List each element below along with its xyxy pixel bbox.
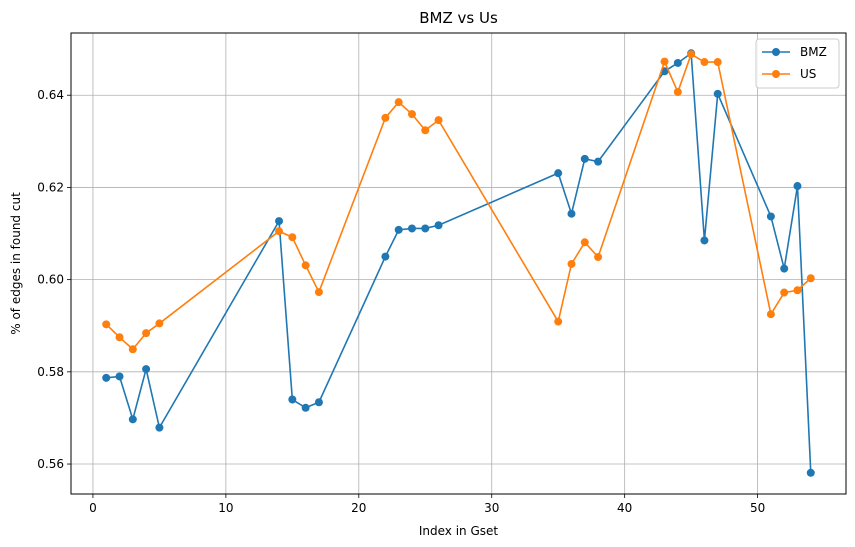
data-point-bmz [394,225,403,234]
data-point-bmz [780,264,789,273]
data-point-us [766,310,775,319]
data-point-us [381,113,390,122]
data-point-bmz [115,372,124,381]
data-point-us [288,233,297,242]
x-tick-label: 10 [218,501,233,515]
data-point-bmz [434,221,443,230]
data-point-us [407,110,416,119]
data-point-us [102,320,111,329]
data-point-bmz [700,236,709,245]
data-point-bmz [806,468,815,477]
data-point-us [700,58,709,67]
plot-frame [70,32,847,495]
data-point-us [301,261,310,270]
legend: BMZ US [755,38,840,89]
data-point-bmz [421,224,430,233]
axis-ticks: 0 10 20 30 40 50 0.56 0.58 0.60 0.62 0.64 [37,88,765,515]
data-point-bmz [275,217,284,226]
x-tick-label: 20 [351,501,366,515]
y-tick-label: 0.64 [37,88,64,102]
grid [71,33,846,494]
x-tick-label: 50 [750,501,765,515]
x-tick-label: 30 [484,501,499,515]
data-point-us [554,317,563,326]
data-point-bmz [594,157,603,166]
data-point-us [275,227,284,236]
data-point-us [594,253,603,262]
data-point-us [128,345,137,354]
data-point-us [394,98,403,107]
series-layer [102,49,815,477]
data-point-us [660,57,669,66]
y-tick-label: 0.58 [37,365,64,379]
data-point-us [142,329,151,338]
data-point-us [314,288,323,297]
series-us [102,50,815,354]
data-point-bmz [128,415,137,424]
y-tick-label: 0.62 [37,180,64,194]
data-point-bmz [314,398,323,407]
data-point-us [793,286,802,295]
data-point-us [115,333,124,342]
data-point-bmz [567,209,576,218]
legend-label-bmz: BMZ [800,45,827,59]
data-point-bmz [301,403,310,412]
data-point-us [580,238,589,247]
data-point-us [421,126,430,135]
x-axis-label: Index in Gset [419,524,499,538]
data-point-bmz [713,89,722,98]
data-point-bmz [102,373,111,382]
x-tick-label: 40 [617,501,632,515]
data-point-us [687,50,696,59]
data-point-us [780,288,789,297]
data-point-us [434,116,443,125]
data-point-bmz [155,423,164,432]
data-point-us [567,259,576,268]
legend-marker-us [772,70,780,78]
data-point-bmz [793,182,802,191]
data-point-bmz [142,365,151,374]
y-axis-label: % of edges in found cut [9,192,23,335]
data-point-bmz [381,252,390,261]
y-tick-label: 0.56 [37,457,64,471]
data-point-bmz [407,224,416,233]
data-point-us [155,319,164,328]
chart-title: BMZ vs Us [419,9,498,27]
data-point-bmz [288,395,297,404]
data-point-bmz [554,169,563,178]
data-point-us [806,274,815,283]
legend-label-us: US [800,67,816,81]
data-point-bmz [766,212,775,221]
legend-marker-bmz [772,48,780,56]
data-point-us [713,58,722,67]
data-point-bmz [580,154,589,163]
y-tick-label: 0.60 [37,273,64,287]
x-tick-label: 0 [89,501,97,515]
data-point-us [673,88,682,97]
data-point-bmz [673,58,682,67]
